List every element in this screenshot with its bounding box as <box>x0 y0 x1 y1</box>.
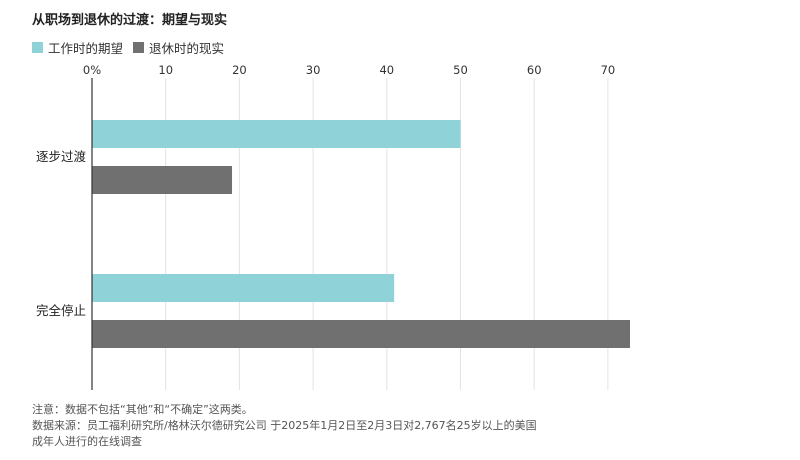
category-label-gradual: 逐步过渡 <box>36 149 87 164</box>
tick-label-50: 50 <box>453 63 468 77</box>
note-source: 数据来源：员工福利研究所/格林沃尔德研究公司 于2025年1月2日至2月3日对2… <box>32 419 537 432</box>
legend-label-expectation: 工作时的期望 <box>48 41 124 56</box>
tick-label-30: 30 <box>306 63 321 77</box>
bar-expectation-full-stop <box>92 274 395 302</box>
legend-label-reality: 退休时的现实 <box>149 41 225 56</box>
legend-item-reality: 退休时的现实 <box>133 38 224 57</box>
legend: 工作时的期望 退休时的现实 <box>32 38 234 57</box>
chart-notes: 注意：数据不包括“其他”和“不确定”这两类。 数据来源：员工福利研究所/格林沃尔… <box>32 402 537 450</box>
bar-reality-gradual <box>92 166 233 194</box>
tick-label-0: 0% <box>83 63 101 77</box>
note-exclusion: 注意：数据不包括“其他”和“不确定”这两类。 <box>32 403 253 416</box>
tick-label-60: 60 <box>527 63 542 77</box>
bar-expectation-gradual <box>92 120 461 148</box>
legend-item-expectation: 工作时的期望 <box>32 38 123 57</box>
tick-label-70: 70 <box>601 63 616 77</box>
legend-swatch-reality <box>133 42 145 53</box>
category-label-full-stop: 完全停止 <box>36 303 86 318</box>
tick-label-20: 20 <box>232 63 247 77</box>
chart-title: 从职场到退休的过渡：期望与现实 <box>32 13 228 28</box>
tick-label-10: 10 <box>158 63 173 77</box>
note-source-cont: 成年人进行的在线调查 <box>32 435 142 448</box>
tick-label-40: 40 <box>379 63 394 77</box>
bar-reality-full-stop <box>92 320 631 348</box>
legend-swatch-expectation <box>32 42 43 53</box>
